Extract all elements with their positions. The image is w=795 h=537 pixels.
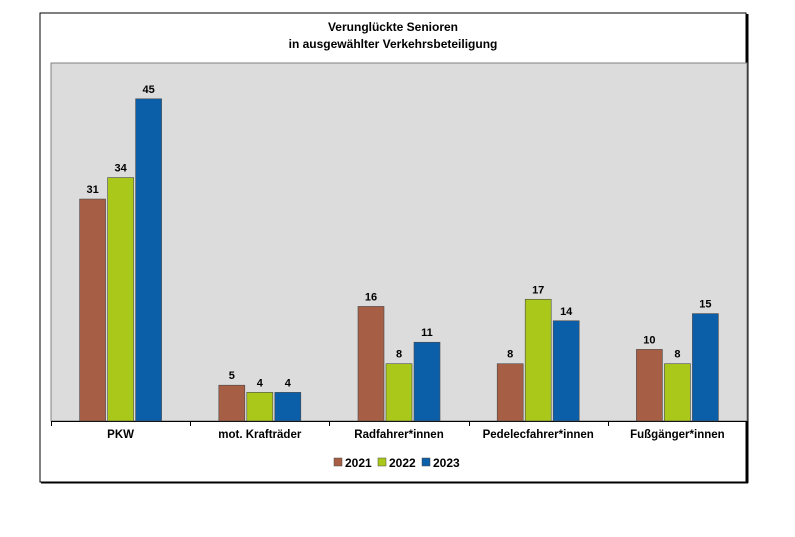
bar-2023-5 [692,313,719,422]
data-label-2023-2: 4 [285,377,292,389]
category-labels-group: PKW mot. Krafträder Radfahrer*innen Pedelec… [107,429,725,441]
data-label-2022-3: 8 [396,349,402,361]
data-label-2022-1: 34 [114,163,127,175]
data-label-2021-5: 10 [643,334,655,346]
bar-2023-1 [135,98,162,422]
x-axis-ticks [51,421,748,426]
category-label-1: PKW [107,429,134,441]
data-label-2022-4: 17 [532,284,544,296]
legend-label-2021: 2021 [345,456,372,470]
data-labels-group: 31 34 45 5 4 4 16 8 11 8 17 14 10 8 15 [86,84,711,390]
bar-2023-4 [552,320,580,422]
data-label-2023-4: 14 [560,306,573,318]
data-label-2021-1: 31 [86,184,98,196]
bar-2021-2 [218,384,246,422]
data-label-2021-2: 5 [229,370,235,382]
bar-2022-1 [107,177,134,422]
bar-2021-3 [357,306,385,422]
data-label-2023-3: 11 [421,327,433,339]
data-label-2021-4: 8 [507,349,513,361]
bar-2021-1 [79,198,106,422]
category-label-2: mot. Krafträder [218,429,302,441]
bar-2022-4 [524,298,552,422]
legend-label-2023: 2023 [433,456,460,470]
bar-2021-4 [496,363,524,422]
plot-area [50,62,748,422]
category-label-3: Radfahrer*innen [354,429,443,441]
data-label-2022-5: 8 [674,349,680,361]
bar-2021-5 [636,349,663,422]
bar-2022-3 [385,363,413,422]
chart-title-line-1: Verunglückte Senioren [328,20,458,34]
legend-swatch-2023 [421,457,431,467]
data-label-2021-3: 16 [365,291,377,303]
data-label-2023-5: 15 [699,299,711,311]
data-label-2023-1: 45 [142,84,154,96]
legend-label-2022: 2022 [389,456,416,470]
category-label-5: Fußgänger*innen [630,429,725,441]
bar-2022-5 [664,363,691,422]
bar-2023-2 [274,392,302,422]
legend-swatch-2022 [377,457,387,467]
legend-swatch-2021 [333,457,343,467]
bar-2023-3 [413,341,441,422]
chart-title-line-2: in ausgewählter Verkehrsbeteiligung [289,37,498,51]
bar-2022-2 [246,392,274,422]
category-label-4: Pedelecfahrer*innen [483,429,594,441]
bars-group [79,98,719,422]
legend: 2021 2022 2023 [333,456,460,470]
data-label-2022-2: 4 [257,377,264,389]
